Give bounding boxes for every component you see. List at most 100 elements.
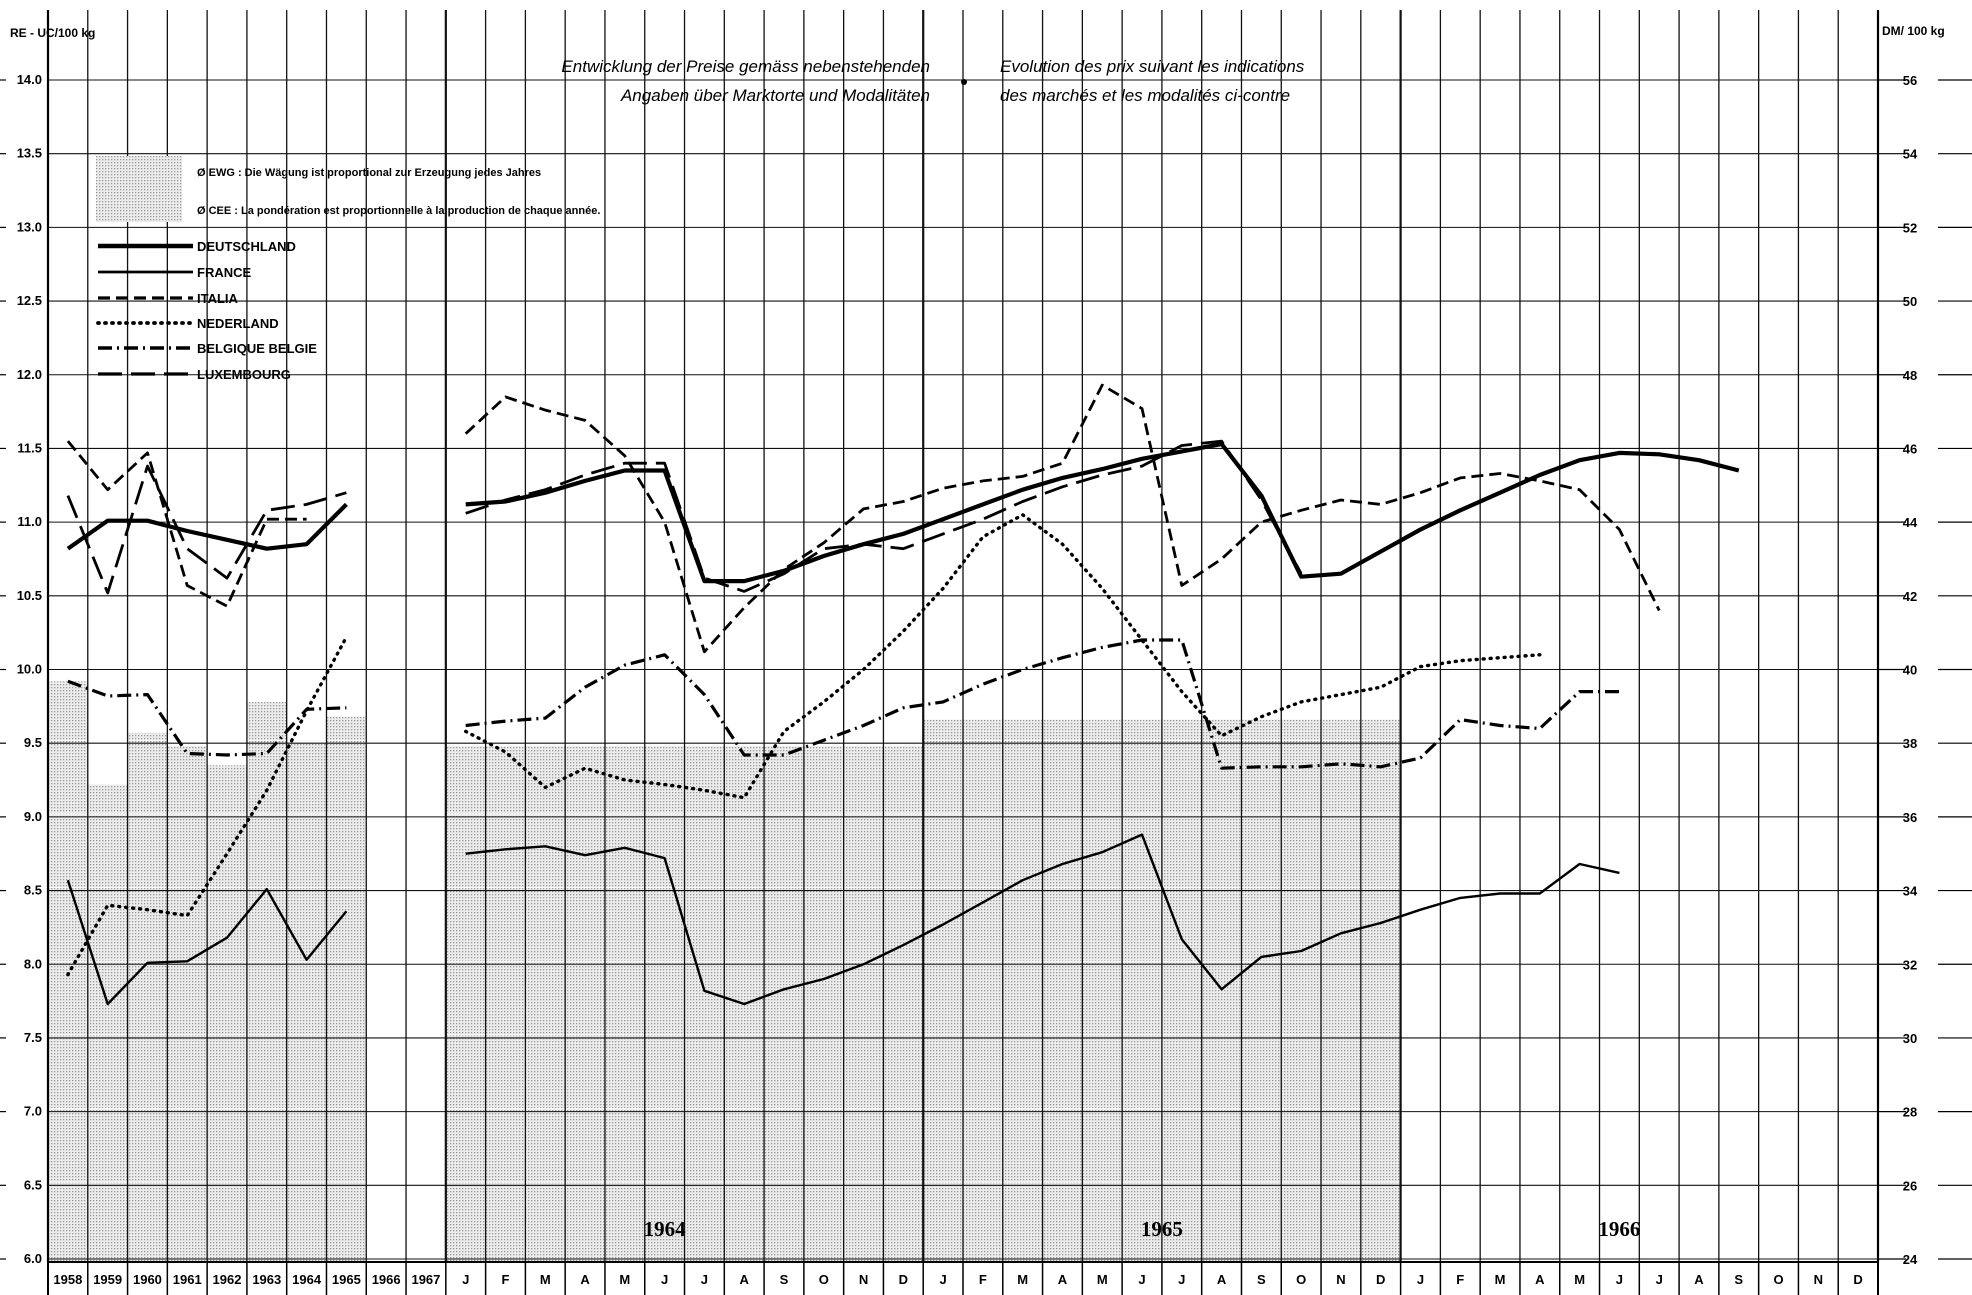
series-nederland-annual [66, 635, 349, 977]
ewg-area-bar [803, 746, 844, 1262]
y-tick-label-right: 28 [1903, 1105, 1917, 1120]
ewg-area-bar [604, 746, 645, 1262]
x-tick-label-year: 1966 [372, 1272, 401, 1287]
x-tick-label-month: O [1773, 1272, 1783, 1287]
y-tick-label-right: 38 [1903, 736, 1917, 751]
y-tick-label-left: 9.5 [24, 735, 42, 750]
ewg-area-bar [1360, 719, 1401, 1262]
x-tick-label-month: A [1694, 1272, 1704, 1287]
ewg-area-bar [1281, 719, 1322, 1262]
y-tick-label-right: 40 [1903, 663, 1917, 678]
ewg-area-bar [843, 746, 884, 1262]
x-tick-label-month: M [1097, 1272, 1108, 1287]
x-tick-label-month: J [661, 1272, 668, 1287]
ewg-area-bar [1201, 719, 1242, 1262]
ewg-area-bar [286, 743, 327, 1262]
x-tick-label-month: M [619, 1272, 630, 1287]
legend-label-belgique-belgie: BELGIQUE BELGIE [197, 341, 317, 356]
ewg-area-bar [1241, 719, 1282, 1262]
ewg-area-bar [1082, 719, 1123, 1262]
ewg-area-bar [1002, 719, 1043, 1262]
ewg-area-bar [1161, 719, 1202, 1262]
y-tick-label-right: 42 [1903, 589, 1917, 604]
ewg-area-bar [48, 681, 88, 1262]
y-tick-label-left: 12.5 [17, 293, 42, 308]
y-tick-label-right: 48 [1903, 368, 1917, 383]
title-fr-line-2: des marchés et les modalités ci-contre [1000, 86, 1290, 105]
ewg-area-bar [684, 746, 725, 1262]
ewg-area-bar [963, 719, 1003, 1262]
x-tick-label-month: J [462, 1272, 469, 1287]
ewg-shaded-area [48, 665, 1401, 1262]
x-tick-label-month: O [819, 1272, 829, 1287]
series-deutschland-monthly [465, 441, 1740, 584]
ewg-area-bar [1321, 719, 1361, 1262]
year-label: 1964 [644, 1217, 687, 1241]
x-tick-label-month: A [740, 1272, 750, 1287]
x-tick-label-month: J [1178, 1272, 1185, 1287]
y-tick-label-right: 24 [1903, 1252, 1918, 1267]
x-tick-label-month: J [1417, 1272, 1424, 1287]
legend-ewg-text-2: Ø CEE : La pondération est proportionnel… [197, 205, 600, 217]
x-tick-label-month: J [1138, 1272, 1145, 1287]
y-tick-label-left: 13.0 [17, 219, 42, 234]
y-tick-label-right: 46 [1903, 441, 1917, 456]
y-tick-label-left: 9.0 [24, 809, 42, 824]
x-tick-label-month: N [1336, 1272, 1345, 1287]
legend-ewg-swatch [96, 156, 182, 222]
title-separator-dot [961, 79, 967, 85]
x-tick-label-year: 1963 [252, 1272, 281, 1287]
series-france-monthly [465, 833, 1620, 1006]
year-label: 1966 [1598, 1217, 1640, 1241]
ewg-area-bar [207, 765, 247, 1262]
y-tick-label-right: 52 [1903, 220, 1917, 235]
legend-ewg-text-1: Ø EWG : Die Wägung ist proportional zur … [197, 167, 541, 179]
y-tick-label-left: 7.5 [24, 1030, 42, 1045]
legend-label-italia: ITALIA [197, 291, 239, 306]
ewg-area-bar [883, 746, 924, 1262]
x-tick-label-month: D [899, 1272, 908, 1287]
x-tick-label-month: J [1656, 1272, 1663, 1287]
ewg-area-bar [167, 746, 208, 1262]
titles: Entwicklung der Preise gemäss nebenstehe… [10, 24, 1945, 105]
x-tick-label-month: O [1296, 1272, 1306, 1287]
x-tick-label-year: 1960 [133, 1272, 162, 1287]
y-tick-label-right: 50 [1903, 294, 1917, 309]
ewg-area-bar [127, 732, 168, 1262]
x-tick-label-month: N [1814, 1272, 1823, 1287]
x-tick-label-month: N [859, 1272, 868, 1287]
ewg-area-bar [445, 746, 486, 1262]
y-tick-label-left: 10.0 [17, 662, 42, 677]
x-tick-label-month: F [979, 1272, 987, 1287]
series-italia-annual [66, 440, 307, 608]
y-tick-label-right: 34 [1903, 884, 1918, 899]
ewg-area-bar [1042, 719, 1083, 1262]
title-fr-line-1: Evolution des prix suivant les indicatio… [1000, 57, 1305, 76]
x-tick-label-year: 1967 [411, 1272, 440, 1287]
x-tick-label-month: M [1017, 1272, 1028, 1287]
y-tick-label-left: 8.5 [24, 883, 42, 898]
legend-label-nederland: NEDERLAND [197, 316, 279, 331]
legend-label-france: FRANCE [197, 265, 251, 280]
series-belgique-belgie-monthly [465, 638, 1620, 770]
ewg-area-bar [87, 784, 128, 1262]
y-tick-label-right: 32 [1903, 957, 1917, 972]
x-tick-label-year: 1958 [53, 1272, 82, 1287]
y-tick-label-left: 8.0 [24, 956, 42, 971]
y-tick-label-right: 56 [1903, 73, 1917, 88]
x-tick-label-month: S [1734, 1272, 1743, 1287]
y-tick-label-right: 36 [1903, 810, 1917, 825]
series-deutschland-annual [66, 502, 348, 551]
ewg-area-bar [326, 716, 367, 1262]
x-tick-label-month: S [1257, 1272, 1266, 1287]
y-tick-label-right: 54 [1903, 147, 1918, 162]
x-tick-label-year: 1964 [292, 1272, 322, 1287]
legend: Ø EWG : Die Wägung ist proportional zur … [96, 156, 600, 382]
y-tick-label-left: 6.0 [24, 1251, 42, 1266]
x-tick-label-month: J [939, 1272, 946, 1287]
x-tick-label-month: D [1853, 1272, 1862, 1287]
ewg-area-bar [923, 719, 963, 1262]
y-tick-label-right: 26 [1903, 1178, 1917, 1193]
y-tick-label-left: 7.0 [24, 1104, 42, 1119]
x-tick-label-year: 1965 [332, 1272, 361, 1287]
